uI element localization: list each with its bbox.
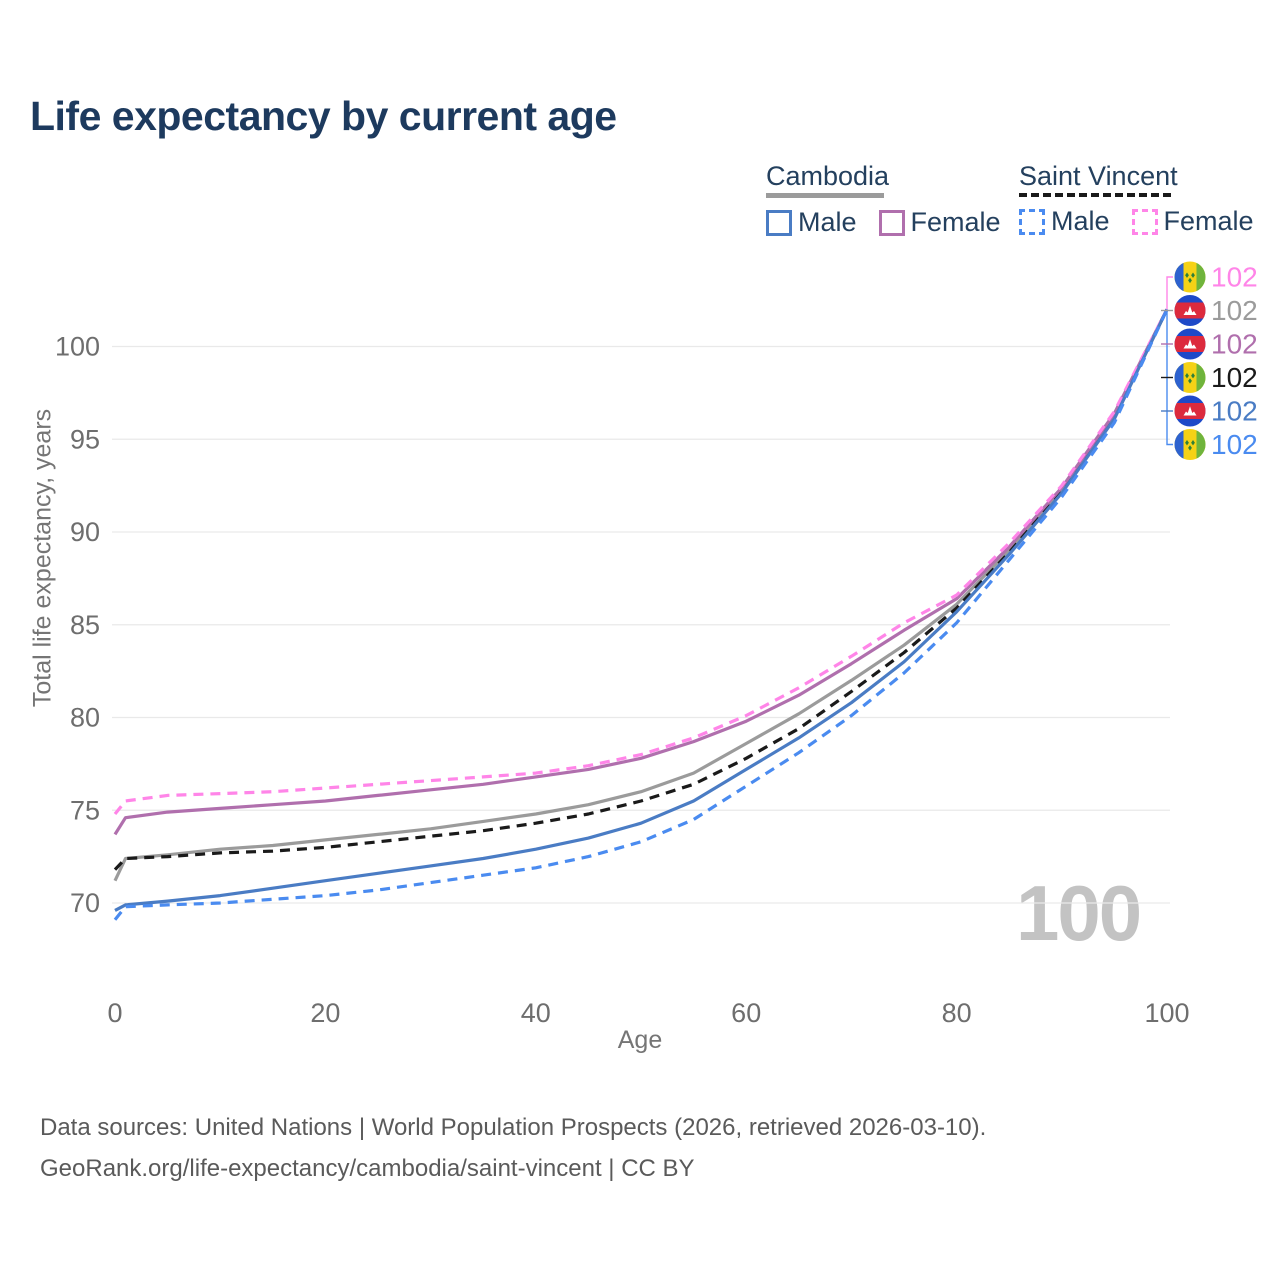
flag-icon-saint-vincent [1174, 429, 1206, 460]
legend-item-cambodia-female[interactable]: Female [878, 207, 1001, 238]
x-axis-title: Age [617, 1026, 663, 1054]
end-label-connector-bottom [1166, 309, 1173, 446]
x-tick-label-40: 40 [521, 998, 551, 1028]
legend-item-label: Female [910, 207, 1001, 238]
cambodia-male-swatch-icon [766, 209, 792, 236]
x-tick-label-0: 0 [107, 998, 122, 1028]
y-tick-label-80: 80 [70, 703, 100, 733]
y-tick-label-100: 100 [55, 332, 100, 362]
footer-data-sources: Data sources: United Nations | World Pop… [40, 1114, 987, 1141]
flag-icon-cambodia [1174, 295, 1206, 326]
y-tick-label-85: 85 [70, 610, 100, 640]
end-label-connector-top [1166, 276, 1173, 310]
legend-item-label: Female [1163, 206, 1254, 237]
y-tick-label-90: 90 [70, 517, 100, 547]
page-title: Life expectancy by current age [30, 93, 617, 139]
series-line-cambodia[interactable] [113, 308, 1169, 882]
legend-group-cambodia: Cambodia Male Female [766, 162, 1001, 238]
flag-icon-saint-vincent [1174, 261, 1206, 293]
end-value-label: 102 [1211, 429, 1258, 460]
footer: Data sources: United Nations | World Pop… [40, 1107, 986, 1189]
x-tick-label-100: 100 [1144, 998, 1189, 1028]
legend-item-label: Male [798, 207, 857, 238]
end-value-label: 102 [1211, 396, 1258, 427]
end-value-label: 102 [1211, 295, 1258, 326]
legend-item-saint-vincent-male[interactable]: Male [1019, 206, 1110, 237]
legend-group-saint-vincent: Saint Vincent Male Female [1019, 162, 1254, 237]
series-line-saint-vincent-female[interactable] [113, 308, 1169, 816]
legend-item-label: Male [1051, 206, 1110, 237]
watermark-age-value: 100 [1016, 869, 1142, 957]
series-line-saint-vincent[interactable] [113, 308, 1169, 871]
saint-vincent-line-swatch [1019, 193, 1171, 198]
end-value-label: 102 [1211, 362, 1258, 393]
saint-vincent-male-swatch-icon [1019, 208, 1045, 235]
x-tick-label-20: 20 [310, 998, 340, 1028]
saint-vincent-female-swatch-icon [1131, 208, 1158, 235]
flag-icon-saint-vincent [1174, 362, 1206, 393]
y-tick-label-95: 95 [70, 424, 100, 454]
legend-heading-saint-vincent[interactable]: Saint Vincent [1019, 161, 1178, 191]
series-line-cambodia-male[interactable] [114, 308, 1169, 912]
x-tick-label-60: 60 [731, 998, 761, 1028]
flag-icon-cambodia [1174, 328, 1206, 360]
x-tick-label-80: 80 [942, 998, 972, 1028]
cambodia-female-swatch-icon [878, 209, 905, 236]
legend-item-cambodia-male[interactable]: Male [766, 207, 857, 238]
footer-attribution: GeoRank.org/life-expectancy/cambodia/sai… [40, 1155, 695, 1182]
legend-heading-cambodia[interactable]: Cambodia [766, 161, 890, 191]
cambodia-line-swatch [766, 193, 884, 199]
flag-icon-cambodia [1174, 395, 1206, 427]
series-line-saint-vincent-male[interactable] [113, 308, 1169, 921]
end-value-label: 102 [1211, 329, 1258, 360]
y-tick-label-75: 75 [70, 795, 100, 825]
end-value-label: 102 [1211, 262, 1258, 293]
series-line-cambodia-female[interactable] [113, 308, 1169, 836]
y-tick-label-70: 70 [70, 888, 100, 918]
legend-item-saint-vincent-female[interactable]: Female [1131, 206, 1254, 237]
